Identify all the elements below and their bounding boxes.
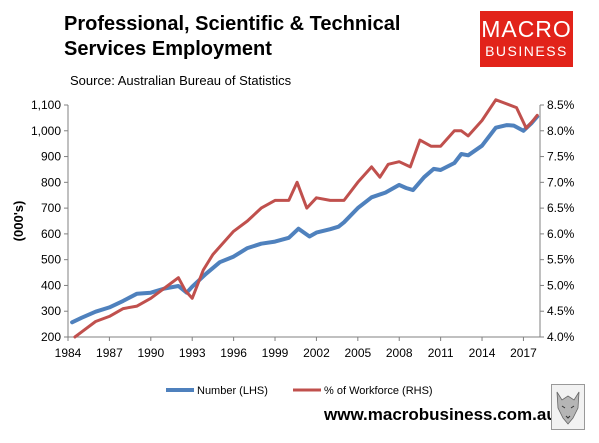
y-right-tick-label: 5.5%: [547, 253, 575, 267]
x-tick-label: 1984: [55, 346, 82, 360]
x-tick-label: 2005: [344, 346, 371, 360]
x-tick-label: 2011: [428, 346, 454, 360]
y-left-tick-label: 300: [41, 304, 61, 318]
y-right-tick-label: 7.0%: [547, 175, 575, 189]
y-left-tick-label: 400: [41, 278, 61, 292]
footer-url: www.macrobusiness.com.au: [324, 405, 557, 424]
y-right-tick-label: 8.5%: [547, 98, 575, 112]
macrobusiness-logo: MACRO BUSINESS: [480, 11, 573, 67]
y-left-tick-label: 600: [41, 227, 61, 241]
y-axis-label: (000's): [11, 201, 26, 242]
x-tick-label: 1987: [96, 346, 123, 360]
y-left-tick-label: 200: [41, 330, 61, 344]
wolf-logo-icon: [551, 384, 585, 430]
title-line-2: Services Employment: [64, 38, 272, 60]
y-left-tick-label: 500: [41, 253, 61, 267]
y-right-tick-label: 8.0%: [547, 124, 575, 138]
chart-title: Professional, Scientific & Technical Ser…: [64, 12, 464, 62]
y-right-tick-label: 4.0%: [547, 330, 575, 344]
y-right-tick-label: 6.5%: [547, 201, 575, 215]
x-tick-label: 2002: [303, 346, 330, 360]
source-note: Source: Australian Bureau of Statistics: [70, 73, 292, 88]
y-left-tick-label: 1,100: [31, 98, 61, 112]
x-tick-label: 2008: [386, 346, 413, 360]
y-left-tick-label: 800: [41, 175, 61, 189]
series-line-number: [70, 114, 540, 325]
title-line-1: Professional, Scientific & Technical: [64, 13, 401, 35]
logo-line-1: MACRO: [481, 16, 572, 42]
x-tick-label: 1996: [220, 346, 247, 360]
y-left-tick-label: 900: [41, 150, 61, 164]
logo-line-2: BUSINESS: [485, 43, 568, 59]
x-tick-label: 2017: [510, 346, 537, 360]
y-right-tick-label: 6.0%: [547, 227, 575, 241]
x-tick-label: 1993: [179, 346, 206, 360]
legend-label: % of Workforce (RHS): [324, 385, 433, 397]
x-tick-label: 1999: [262, 346, 289, 360]
y-left-tick-label: 700: [41, 201, 61, 215]
legend-label: Number (LHS): [197, 385, 268, 397]
y-right-tick-label: 5.0%: [547, 278, 575, 292]
x-tick-label: 1990: [137, 346, 164, 360]
x-tick-label: 2014: [469, 346, 496, 360]
y-right-tick-label: 4.5%: [547, 304, 575, 318]
y-right-tick-label: 7.5%: [547, 150, 575, 164]
y-left-tick-label: 1,000: [31, 124, 61, 138]
series-line-workforce: [73, 98, 539, 339]
